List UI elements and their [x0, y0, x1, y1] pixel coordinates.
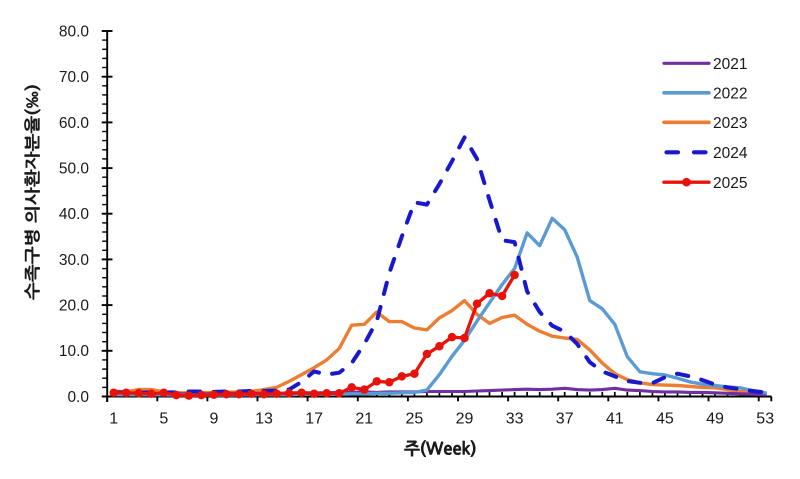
svg-text:70.0: 70.0 — [59, 69, 90, 86]
svg-text:40.0: 40.0 — [59, 206, 90, 223]
svg-text:50.0: 50.0 — [59, 161, 90, 178]
svg-text:2021: 2021 — [713, 56, 747, 73]
svg-text:17: 17 — [305, 411, 323, 428]
svg-text:13: 13 — [255, 411, 273, 428]
svg-text:1: 1 — [109, 411, 118, 428]
svg-text:9: 9 — [209, 411, 218, 428]
svg-text:2022: 2022 — [713, 85, 747, 102]
svg-text:49: 49 — [706, 411, 724, 428]
svg-text:2025: 2025 — [713, 175, 747, 192]
svg-text:20.0: 20.0 — [59, 298, 90, 315]
svg-text:0.0: 0.0 — [67, 389, 89, 406]
svg-text:41: 41 — [606, 411, 624, 428]
svg-text:45: 45 — [656, 411, 674, 428]
svg-text:5: 5 — [159, 411, 168, 428]
svg-text:29: 29 — [456, 411, 474, 428]
svg-text:2023: 2023 — [713, 115, 747, 132]
svg-text:80.0: 80.0 — [59, 23, 90, 40]
svg-text:21: 21 — [355, 411, 373, 428]
svg-text:2024: 2024 — [713, 145, 748, 162]
svg-text:25: 25 — [406, 411, 424, 428]
svg-text:60.0: 60.0 — [59, 115, 90, 132]
svg-text:10.0: 10.0 — [59, 343, 90, 360]
svg-text:53: 53 — [756, 411, 774, 428]
svg-text:33: 33 — [506, 411, 524, 428]
svg-text:30.0: 30.0 — [59, 252, 90, 269]
svg-text:37: 37 — [556, 411, 574, 428]
